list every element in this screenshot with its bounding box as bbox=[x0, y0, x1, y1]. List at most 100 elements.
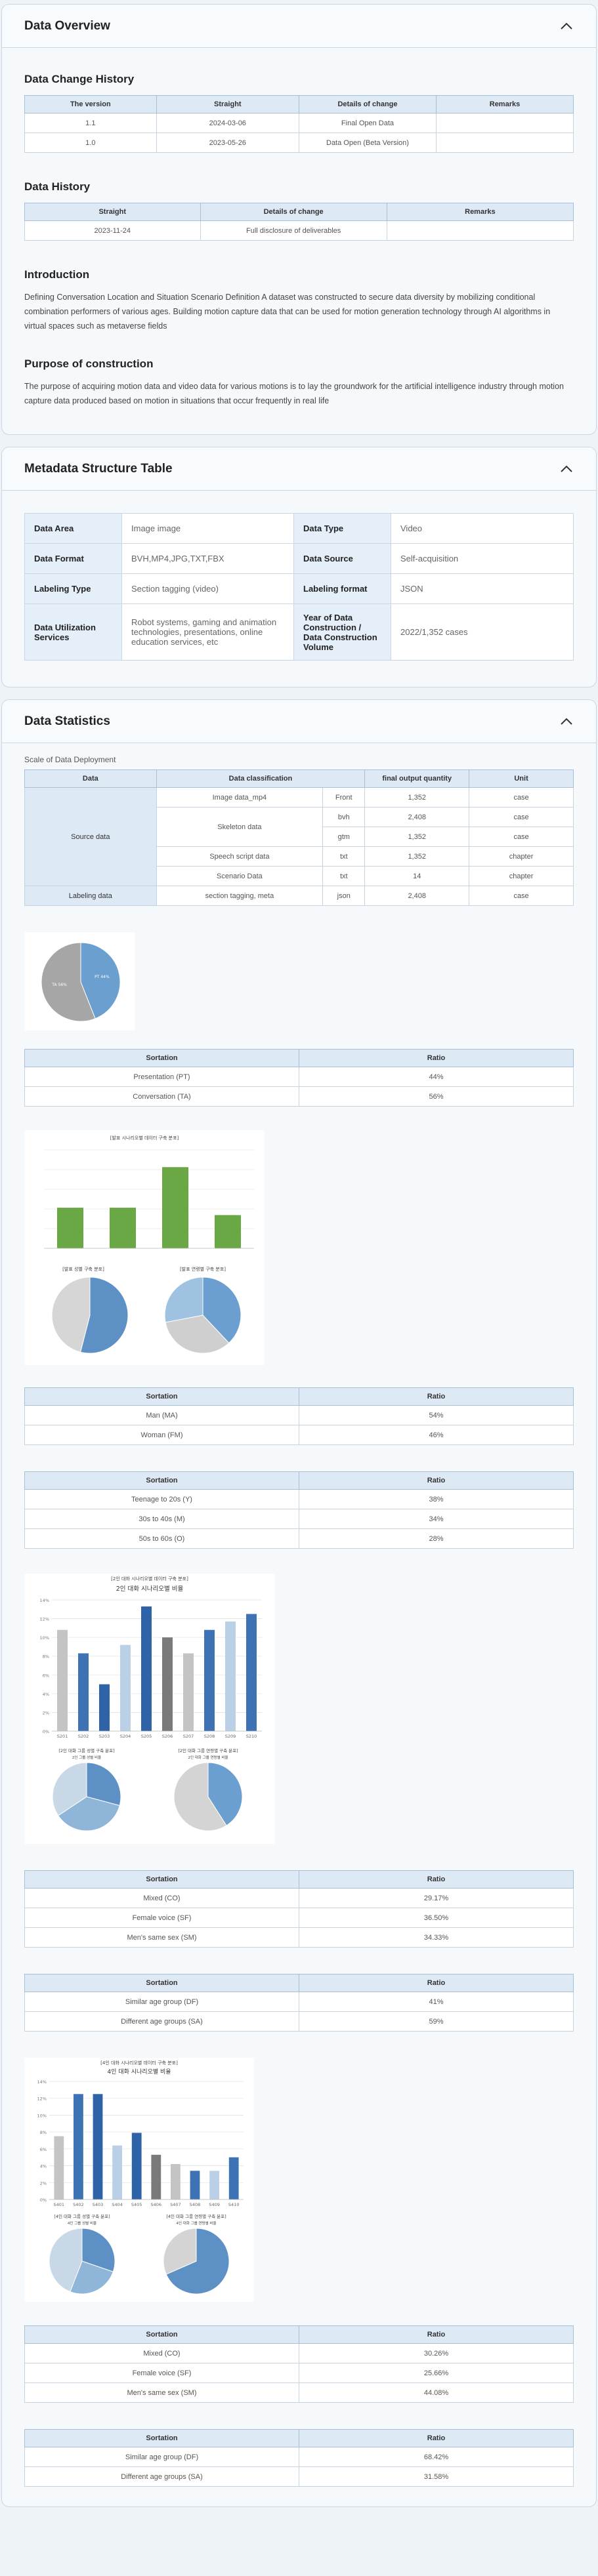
table-cell bbox=[435, 113, 574, 133]
meta-value: Self-acquisition bbox=[391, 543, 574, 575]
four-person-bar bbox=[131, 2133, 142, 2200]
y-tick-label: 2% bbox=[40, 2181, 47, 2186]
chart-subtitle: 4인 대화 그룹 연령별 비율 bbox=[176, 2220, 216, 2226]
four-person-age-pie-slice bbox=[165, 2228, 230, 2295]
table-row: Scenario Data txt 14 chapter bbox=[25, 866, 574, 887]
metadata-panel: Metadata Structure Table Data Area Image… bbox=[1, 447, 597, 688]
table-cell: 1,352 bbox=[364, 787, 470, 808]
table-row: Labeling data section tagging, meta json… bbox=[24, 886, 574, 907]
row-group-label: Source data bbox=[24, 787, 157, 887]
x-tick-label: S404 bbox=[112, 2202, 123, 2207]
table-cell: Mixed (CO) bbox=[24, 2343, 299, 2364]
table-row: Skeleton data bvh 2,408 case bbox=[25, 807, 574, 848]
x-tick-label: S406 bbox=[151, 2202, 162, 2207]
meta-value: Image image bbox=[121, 513, 294, 544]
table-caption: Scale of Data Deployment bbox=[24, 755, 116, 765]
chevron-up-icon[interactable] bbox=[559, 462, 574, 476]
pt-ta-pie-chart: PT 44% TA 56% bbox=[24, 932, 135, 1031]
two-person-gender-pie-slice bbox=[52, 1762, 87, 1816]
column-header: Sortation bbox=[24, 1974, 299, 1993]
table-cell: case bbox=[469, 886, 574, 907]
table-cell: 44.08% bbox=[299, 2382, 574, 2403]
chart-caption: [2인 대화 시나리오별 데이터 구축 분포] bbox=[111, 1576, 188, 1582]
data-history-table: Straight Details of change Remarks 2023-… bbox=[24, 203, 574, 241]
two-person-bar bbox=[225, 1622, 236, 1732]
four-person-bar bbox=[93, 2094, 103, 2200]
table-row: 2023-11-24 Full disclosure of deliverabl… bbox=[24, 220, 574, 241]
table-cell: Female voice (SF) bbox=[24, 1908, 299, 1929]
table-row: Labeling Type Section tagging (video) La… bbox=[24, 573, 574, 605]
four-person-gender-pie-slice bbox=[81, 2228, 116, 2273]
four-person-bar bbox=[151, 2155, 161, 2200]
table-cell: txt bbox=[322, 866, 366, 887]
gender-pie-slice bbox=[51, 1277, 91, 1353]
row-group-label: Labeling data bbox=[24, 886, 157, 907]
two-person-bar bbox=[162, 1637, 173, 1732]
ratio-table-age: Sortation Ratio Teenage to 20s (Y) 38% 30s… bbox=[24, 1471, 574, 1549]
table-cell: Final Open Data bbox=[298, 113, 437, 133]
two-person-bar bbox=[78, 1653, 89, 1732]
table-cell: section tagging, meta bbox=[156, 886, 324, 907]
table-row: Source data Image data_mp4 Front 1,352 c… bbox=[24, 787, 574, 887]
panel-title: Metadata Structure Table bbox=[24, 461, 173, 476]
x-tick-label: S206 bbox=[162, 1734, 173, 1739]
table-row: Similar age group (DF) 68.42% bbox=[24, 2447, 574, 2468]
table-cell: 2024-03-06 bbox=[156, 113, 299, 133]
metadata-table: Data Area Image image Data Type Video Da… bbox=[24, 513, 574, 661]
chevron-up-icon[interactable] bbox=[559, 714, 574, 729]
y-tick-label: 2% bbox=[43, 1711, 49, 1716]
metadata-header[interactable]: Metadata Structure Table bbox=[2, 447, 596, 491]
four-person-bar bbox=[74, 2094, 83, 2200]
gender-pie-slice bbox=[79, 1277, 129, 1354]
table-cell: Data Open (Beta Version) bbox=[298, 133, 437, 153]
x-tick-label: S201 bbox=[57, 1734, 68, 1739]
table-row: 30s to 40s (M) 34% bbox=[24, 1509, 574, 1530]
y-tick-label: 14% bbox=[40, 1598, 49, 1603]
x-tick-label: S410 bbox=[228, 2202, 240, 2207]
table-cell: chapter bbox=[469, 866, 574, 887]
y-tick-label: 14% bbox=[37, 2079, 47, 2085]
ratio-table-2p-gender: Sortation Ratio Mixed (CO) 29.17% Female v… bbox=[24, 1870, 574, 1948]
meta-key: Year of Data Construction / Data Constru… bbox=[293, 603, 391, 661]
presentation-bar bbox=[215, 1215, 241, 1249]
column-header: The version bbox=[24, 95, 157, 113]
section-title: Data Change History bbox=[24, 73, 135, 85]
table-cell: 30.26% bbox=[299, 2343, 574, 2364]
table-row: Female voice (SF) 36.50% bbox=[24, 1908, 574, 1929]
ratio-table-pt-ta: Sortation Ratio Presentation (PT) 44% Conv… bbox=[24, 1049, 574, 1107]
x-tick-label: S207 bbox=[183, 1734, 194, 1739]
chart-title: [2인 대화 그룹 연령별 구축 분포] bbox=[178, 1748, 238, 1753]
data-statistics-header[interactable]: Data Statistics bbox=[2, 700, 596, 744]
y-tick-label: 12% bbox=[40, 1617, 49, 1622]
four-person-bar bbox=[171, 2164, 181, 2200]
table-cell: chapter bbox=[469, 846, 574, 867]
table-row: Different age groups (SA) 59% bbox=[24, 2011, 574, 2032]
chart-title: [발표 성별 구축 분포] bbox=[62, 1266, 104, 1272]
data-overview-header[interactable]: Data Overview bbox=[2, 5, 596, 48]
table-cell: Woman (FM) bbox=[24, 1425, 299, 1446]
table-cell: 2,408 bbox=[364, 886, 470, 907]
table-cell: 41% bbox=[299, 1992, 574, 2013]
table-row: 1.1 2024-03-06 Final Open Data bbox=[24, 113, 574, 133]
y-tick-label: 10% bbox=[37, 2114, 47, 2119]
table-cell: 50s to 60s (O) bbox=[24, 1528, 299, 1549]
table-row: Man (MA) 54% bbox=[24, 1405, 574, 1426]
table-cell: Similar age group (DF) bbox=[24, 2447, 299, 2468]
two-person-bar bbox=[183, 1653, 194, 1732]
two-person-bar bbox=[204, 1630, 215, 1732]
table-cell: 38% bbox=[299, 1489, 574, 1510]
table-cell: 14 bbox=[364, 866, 470, 887]
four-person-bar bbox=[228, 2157, 239, 2200]
x-tick-label: S403 bbox=[93, 2202, 104, 2207]
presentation-bar bbox=[162, 1167, 188, 1249]
table-cell: Conversation (TA) bbox=[24, 1086, 299, 1107]
table-cell: Similar age group (DF) bbox=[24, 1992, 299, 2013]
chart-title: [발표 시나리오별 데이터 구축 분포] bbox=[110, 1135, 179, 1141]
column-header: Ratio bbox=[299, 2429, 574, 2448]
ratio-table-4p-gender: Sortation Ratio Mixed (CO) 30.26% Female v… bbox=[24, 2325, 574, 2403]
meta-value: Section tagging (video) bbox=[121, 573, 294, 605]
table-cell: Full disclosure of deliverables bbox=[200, 220, 387, 241]
table-cell: 59% bbox=[299, 2011, 574, 2032]
table-row: 50s to 60s (O) 28% bbox=[24, 1528, 574, 1549]
chevron-up-icon[interactable] bbox=[559, 19, 574, 33]
